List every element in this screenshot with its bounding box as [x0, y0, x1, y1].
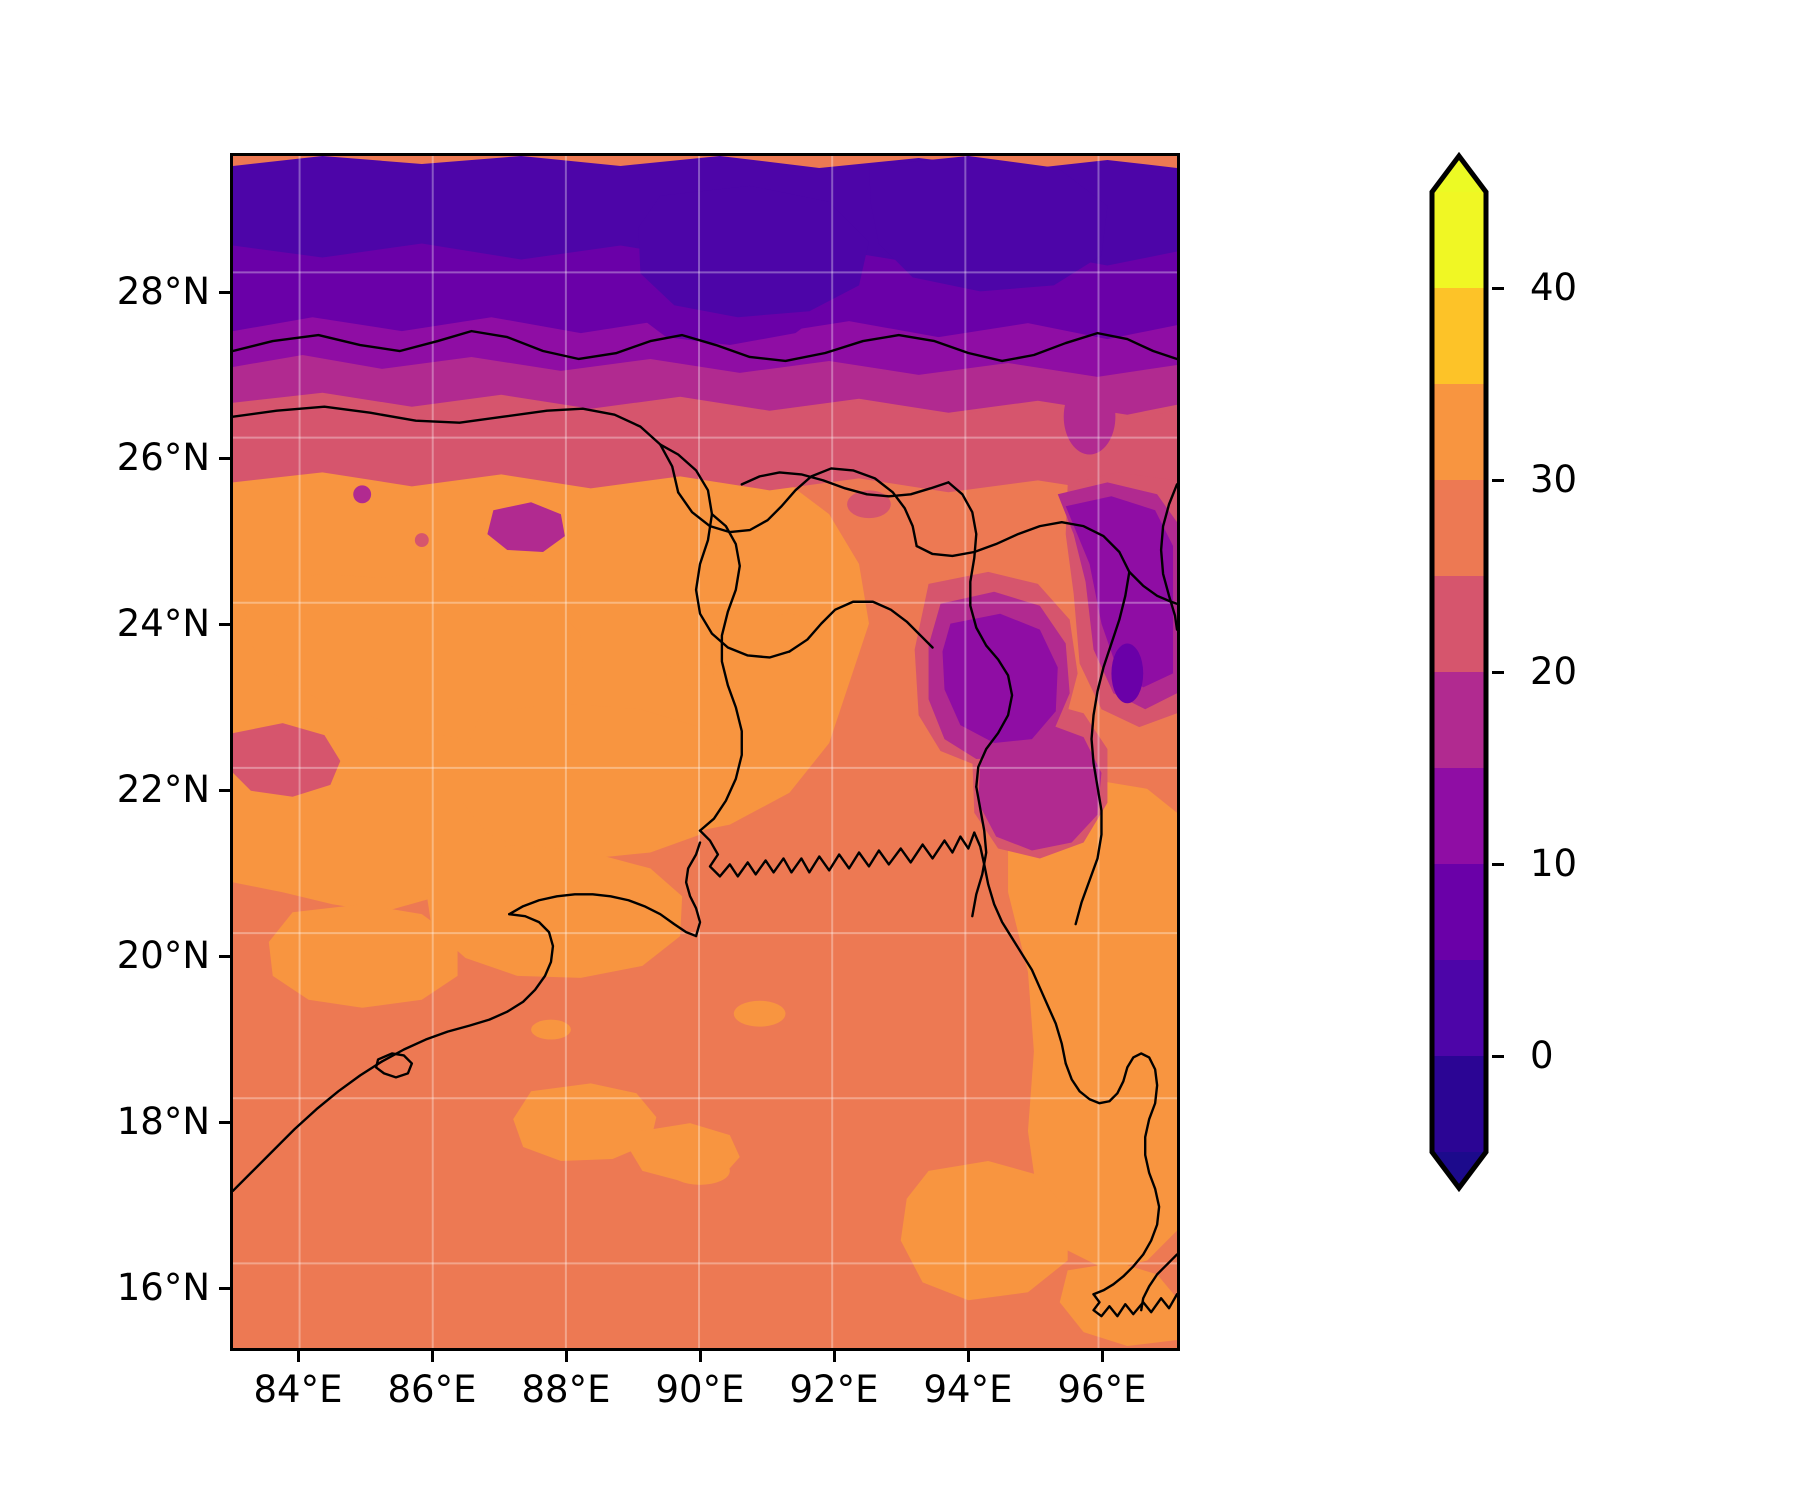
- xtick-label-90E: 90°E: [655, 1368, 745, 1411]
- cbar-tick-mark-10: [1492, 863, 1504, 866]
- map-gridlines: [233, 156, 1177, 1348]
- xtick-mark-96E: [1101, 1351, 1104, 1362]
- ytick-mark-28N: [219, 291, 230, 294]
- coastline-borders: [233, 329, 1177, 1318]
- ytick-label-22N: 22°N: [116, 768, 210, 811]
- cbar-tick-label-0: 0: [1530, 1034, 1554, 1077]
- xtick-label-92E: 92°E: [789, 1368, 879, 1411]
- xtick-label-94E: 94°E: [923, 1368, 1013, 1411]
- colorbar-over-arrow: [1432, 156, 1486, 192]
- xtick-label-84E: 84°E: [253, 1368, 343, 1411]
- cbar-tick-mark-30: [1492, 479, 1504, 482]
- xtick-mark-92E: [833, 1351, 836, 1362]
- ytick-mark-16N: [219, 1287, 230, 1290]
- xtick-mark-86E: [431, 1351, 434, 1362]
- xtick-label-88E: 88°E: [521, 1368, 611, 1411]
- xtick-label-96E: 96°E: [1057, 1368, 1147, 1411]
- colorbar-band-30-35: [1432, 384, 1486, 480]
- temperature-contour-map: [233, 156, 1177, 1348]
- cbar-tick-label-10: 10: [1530, 842, 1578, 885]
- ytick-label-16N: 16°N: [116, 1266, 210, 1309]
- colorbar-band-0-5: [1432, 960, 1486, 1056]
- cbar-tick-label-20: 20: [1530, 650, 1578, 693]
- ytick-mark-20N: [219, 955, 230, 958]
- xtick-mark-88E: [565, 1351, 568, 1362]
- colorbar-gradient: [1429, 152, 1489, 1192]
- colorbar-band-25-30: [1432, 480, 1486, 576]
- colorbar: [1428, 152, 1490, 1192]
- ytick-label-28N: 28°N: [116, 270, 210, 313]
- ytick-label-20N: 20°N: [116, 934, 210, 977]
- colorbar-band-15-20: [1432, 672, 1486, 768]
- colorbar-under-arrow: [1432, 1152, 1486, 1188]
- cbar-tick-mark-0: [1492, 1055, 1504, 1058]
- ytick-mark-22N: [219, 789, 230, 792]
- xtick-mark-90E: [699, 1351, 702, 1362]
- colorbar-band-neg5-0: [1432, 1056, 1486, 1152]
- cbar-tick-mark-20: [1492, 671, 1504, 674]
- cbar-tick-label-40: 40: [1530, 266, 1578, 309]
- ytick-label-26N: 26°N: [116, 436, 210, 479]
- xtick-label-86E: 86°E: [387, 1368, 477, 1411]
- ytick-mark-26N: [219, 457, 230, 460]
- colorbar-band-20-25: [1432, 576, 1486, 672]
- ytick-label-18N: 18°N: [116, 1100, 210, 1143]
- ytick-mark-18N: [219, 1121, 230, 1124]
- map-plot-area: [230, 153, 1180, 1351]
- colorbar-band-5-10: [1432, 864, 1486, 960]
- ytick-label-24N: 24°N: [116, 602, 210, 645]
- cbar-tick-mark-40: [1492, 287, 1504, 290]
- colorbar-band-40-45: [1432, 192, 1486, 288]
- colorbar-outline: [1429, 152, 1489, 1192]
- xtick-mark-84E: [297, 1351, 300, 1362]
- colorbar-band-35-40: [1432, 288, 1486, 384]
- ytick-mark-24N: [219, 623, 230, 626]
- xtick-mark-94E: [967, 1351, 970, 1362]
- colorbar-band-10-15: [1432, 768, 1486, 864]
- cbar-tick-label-30: 30: [1530, 458, 1578, 501]
